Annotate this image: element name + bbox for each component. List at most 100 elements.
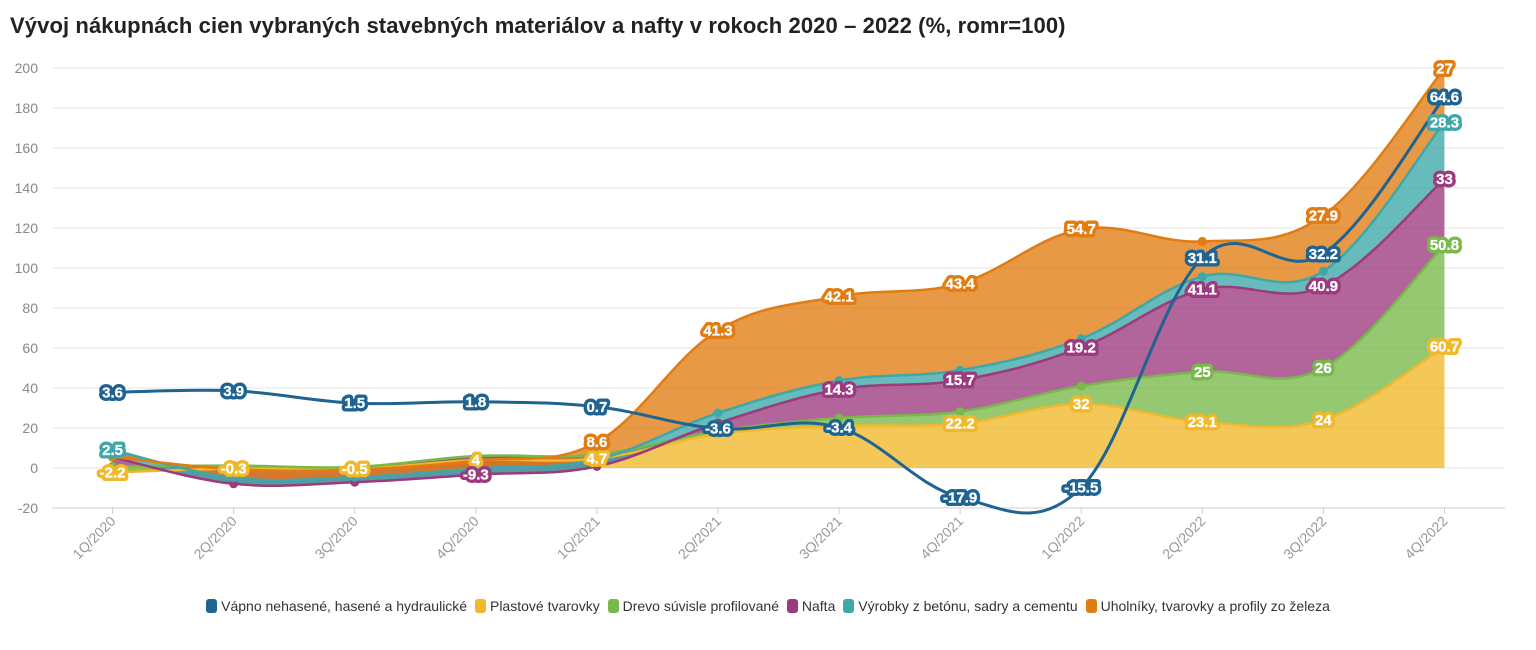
x-tick-label: 4Q/2021 <box>917 513 966 562</box>
data-point <box>1076 381 1086 391</box>
legend-item[interactable]: Nafta <box>786 598 835 614</box>
data-label: 1.51.5 <box>341 392 369 416</box>
data-label-text: 14.3 <box>824 381 853 398</box>
legend-swatch <box>474 599 486 613</box>
data-label: 23.123.1 <box>1184 410 1220 434</box>
data-label: 3.93.9 <box>220 379 248 403</box>
data-label: -0.5-0.5 <box>338 458 371 482</box>
legend-label: Vápno nehasené, hasené a hydraulické <box>221 598 468 614</box>
data-label-halo: -9.3 <box>463 467 489 484</box>
data-label: -9.3-9.3 <box>459 463 492 487</box>
data-point <box>1076 334 1086 344</box>
data-point <box>1197 253 1207 263</box>
data-label-text: 15.7 <box>946 372 975 389</box>
legend-swatch <box>843 599 855 613</box>
data-label-text: 0.7 <box>586 399 607 416</box>
data-label-halo: 0.7 <box>586 399 607 416</box>
x-tick-label: 4Q/2022 <box>1401 513 1450 562</box>
legend-item[interactable]: Uholníky, tvarovky a profily zo železa <box>1085 598 1330 614</box>
data-label-halo: 15.7 <box>946 372 975 389</box>
data-point <box>1318 363 1328 373</box>
data-label-halo: 41.3 <box>703 322 732 339</box>
data-label-text: 27 <box>1436 60 1453 77</box>
legend-item[interactable]: Plastové tvarovky <box>474 598 600 614</box>
data-label-halo: -2.2 <box>100 464 126 481</box>
x-tick-label: 1Q/2022 <box>1038 513 1087 562</box>
y-tick-label: 0 <box>30 460 38 476</box>
data-label: 60.760.7 <box>1426 335 1462 359</box>
data-label: -15.5-15.5 <box>1061 476 1102 500</box>
data-label-halo: 41.1 <box>1188 282 1217 299</box>
y-tick-label: 60 <box>22 340 38 356</box>
legend-swatch <box>1085 599 1097 613</box>
y-tick-label: 20 <box>22 420 38 436</box>
data-label-halo: 32 <box>1073 396 1090 413</box>
data-label-halo: -3.6 <box>705 421 731 438</box>
data-label-text: -2.2 <box>100 464 126 481</box>
data-label-text: 60.7 <box>1430 339 1459 356</box>
data-label-halo: 50.8 <box>1430 237 1459 254</box>
data-label-text: 1.5 <box>344 395 365 412</box>
data-point <box>592 437 602 447</box>
data-point <box>592 454 602 464</box>
area-line-1 <box>112 244 1446 469</box>
data-label-halo: 32.2 <box>1309 246 1338 263</box>
y-tick-label: 40 <box>22 380 38 396</box>
data-label: 15.715.7 <box>942 369 978 393</box>
x-tick-label: 2Q/2020 <box>190 513 239 562</box>
legend-swatch <box>607 599 619 613</box>
data-label-halo: 60.7 <box>1430 339 1459 356</box>
data-point <box>471 397 481 407</box>
data-label-text: 32.2 <box>1309 246 1338 263</box>
data-label-text: 41.3 <box>703 322 732 339</box>
data-label-text: 1.8 <box>465 394 486 411</box>
data-point <box>229 386 239 396</box>
data-label-text: -3.4 <box>826 420 853 437</box>
data-point <box>1439 174 1449 184</box>
data-label: 2.52.5 <box>99 439 127 463</box>
data-point <box>1197 272 1207 282</box>
data-label-halo: 3.9 <box>223 383 244 400</box>
x-tick-label: 1Q/2020 <box>69 513 118 562</box>
legend: Vápno nehasené, hasené a hydraulické Pla… <box>0 598 1536 614</box>
data-point <box>1318 266 1328 276</box>
area-line-4 <box>112 67 1446 473</box>
legend-item[interactable]: Výrobky z betónu, sadry a cementu <box>843 598 1078 614</box>
data-label: 0.70.7 <box>583 395 611 419</box>
data-point <box>350 472 360 482</box>
data-point <box>350 398 360 408</box>
x-tick-label: 4Q/2020 <box>433 513 482 562</box>
data-label-text: 23.1 <box>1188 414 1217 431</box>
data-label-text: 54.7 <box>1067 221 1096 238</box>
data-point <box>834 384 844 394</box>
legend-label: Drevo súvisle profilované <box>622 598 779 614</box>
data-label-halo: 42.1 <box>824 288 853 305</box>
data-point <box>1318 415 1328 425</box>
data-point <box>1439 92 1449 102</box>
data-point <box>1318 210 1328 220</box>
data-label-text: 64.6 <box>1430 89 1459 106</box>
legend-item[interactable]: Drevo súvisle profilované <box>607 598 779 614</box>
data-point <box>108 461 118 471</box>
data-point <box>1076 399 1086 409</box>
data-label-text: 27.9 <box>1309 207 1338 224</box>
data-label-halo: 54.7 <box>1067 221 1096 238</box>
data-label: 4.74.7 <box>583 447 611 471</box>
data-label-text: 8.6 <box>586 434 607 451</box>
legend-item[interactable]: Vápno nehasené, hasené a hydraulické <box>206 598 467 614</box>
data-point <box>834 413 844 423</box>
data-label: 32.232.2 <box>1305 242 1341 266</box>
data-point <box>1439 240 1449 250</box>
data-point <box>592 402 602 412</box>
data-point <box>1076 483 1086 493</box>
data-label: 14.314.3 <box>821 378 857 402</box>
data-point <box>1076 343 1086 353</box>
data-label-halo: 33 <box>1436 171 1453 188</box>
x-tick-label: 2Q/2021 <box>675 513 724 562</box>
data-label: 50.850.8 <box>1426 234 1462 258</box>
data-point <box>955 365 965 375</box>
